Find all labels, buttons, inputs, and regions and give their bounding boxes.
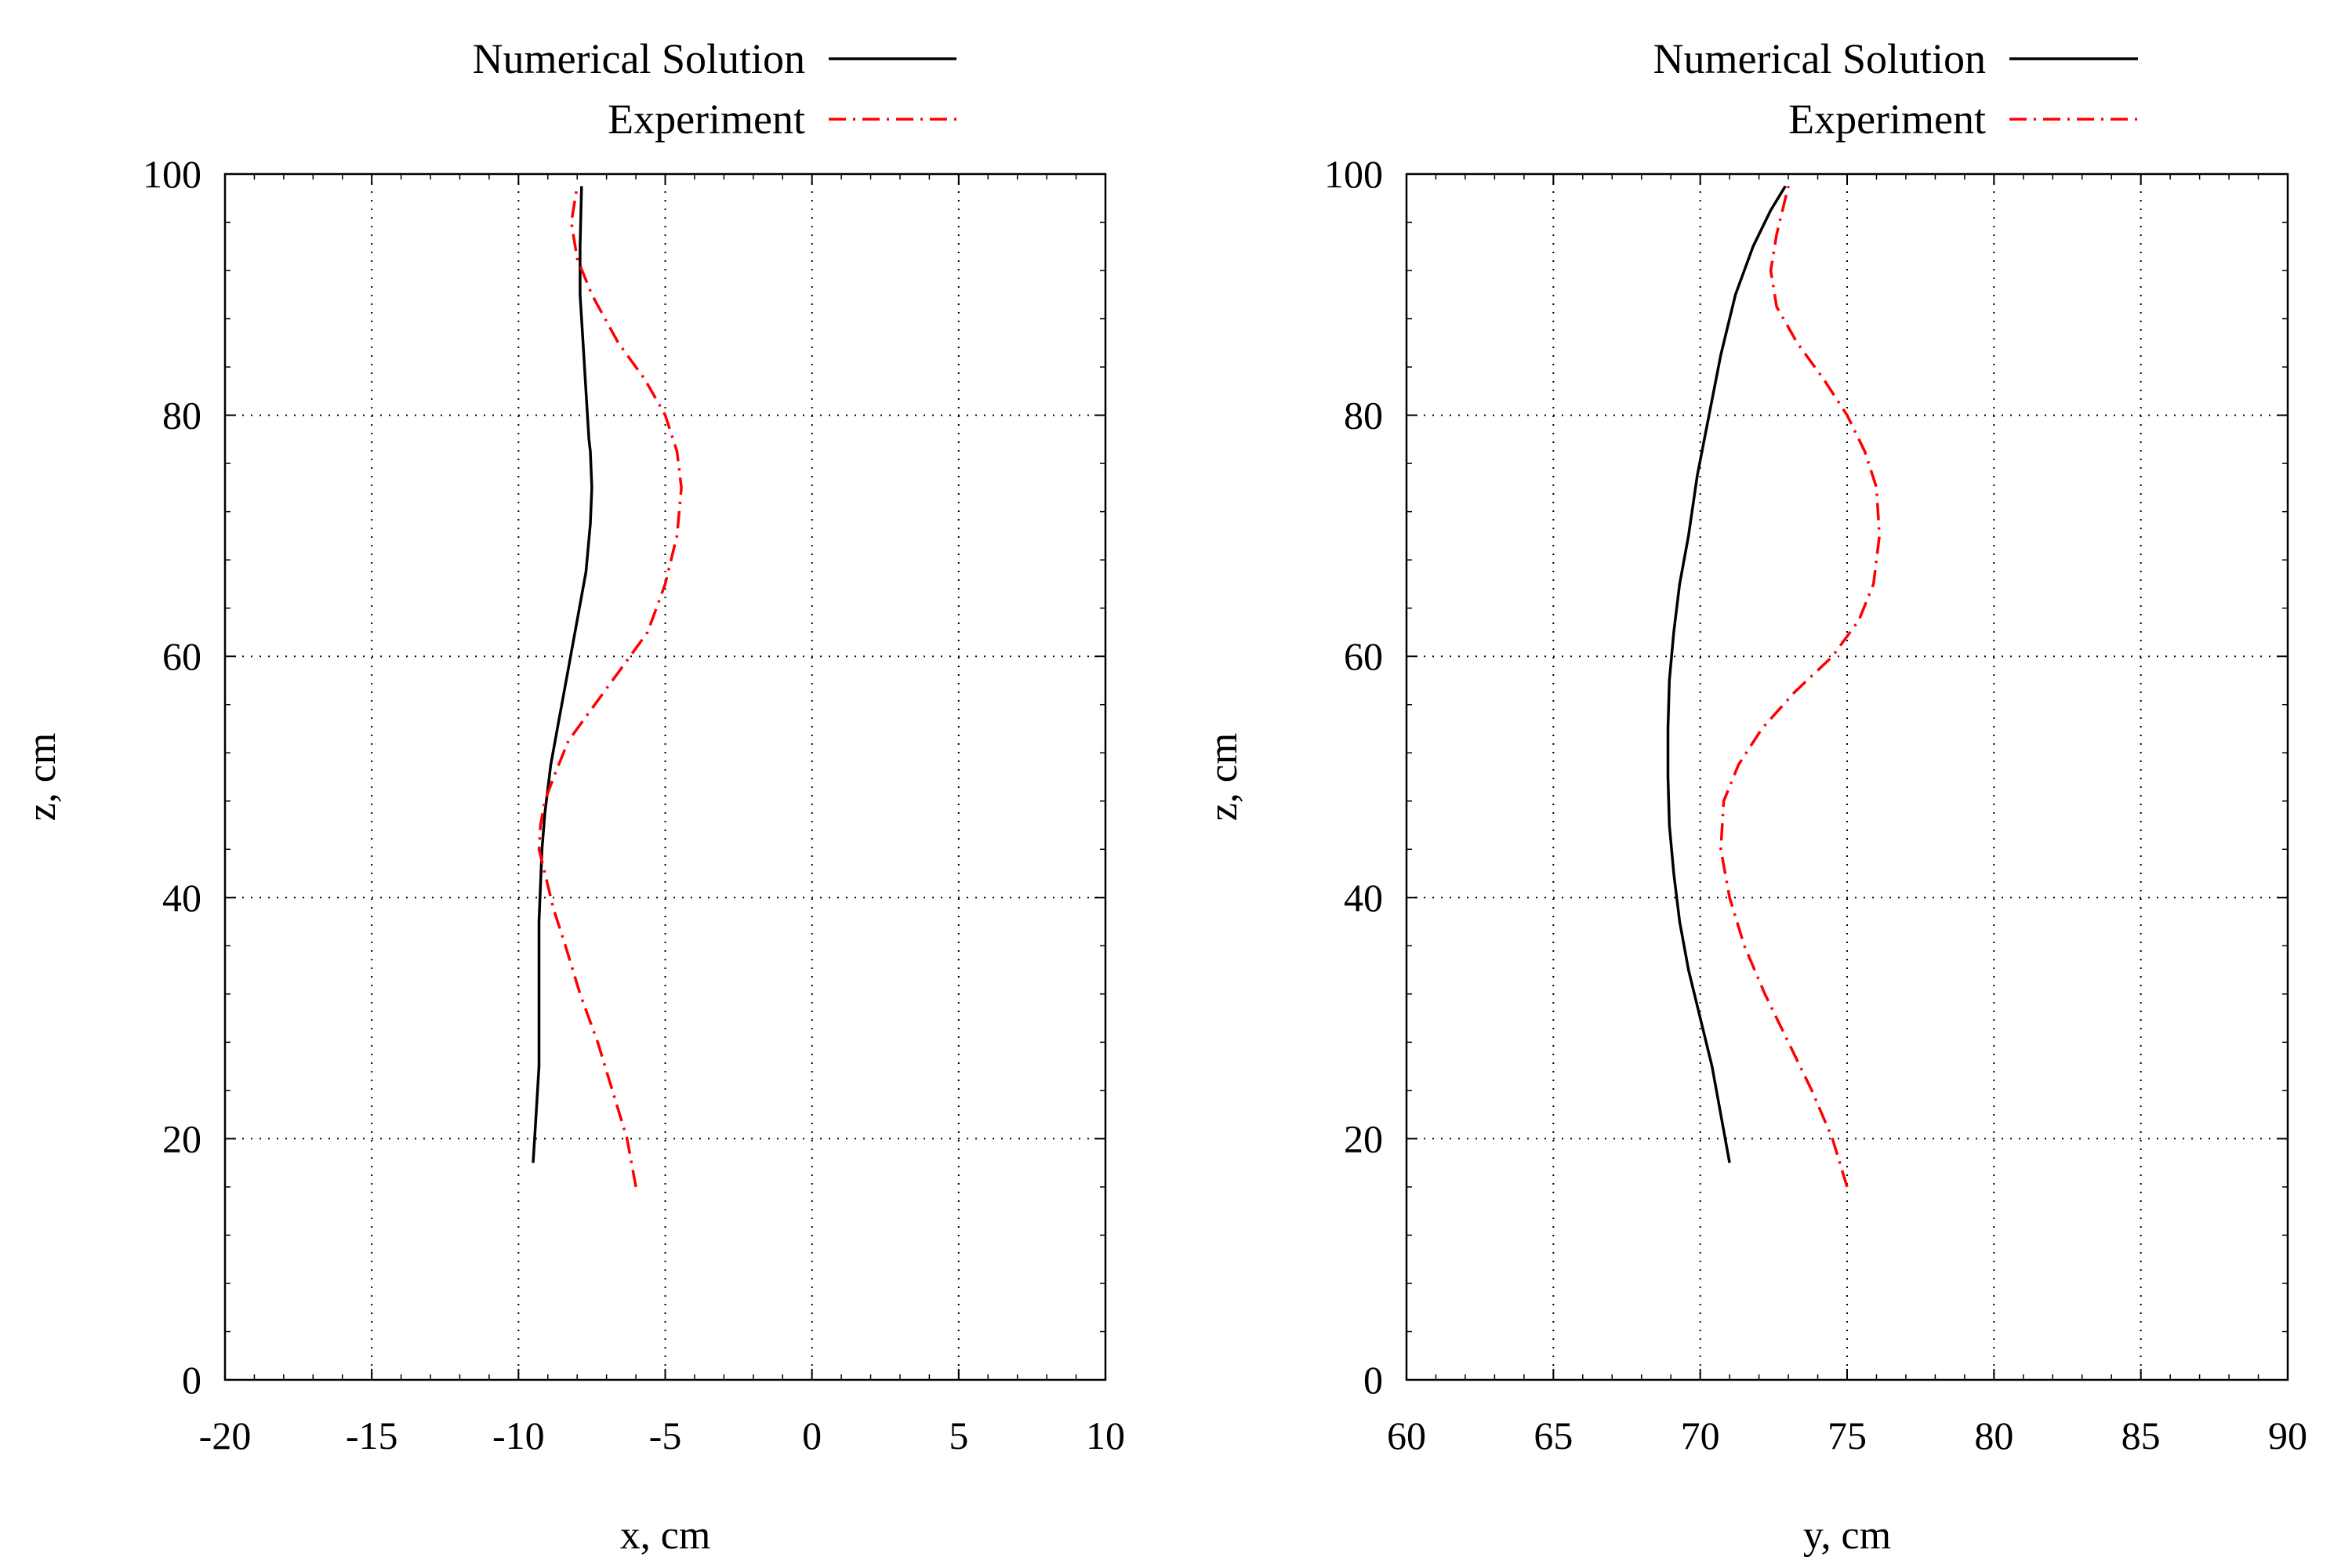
- y-tick-label: 0: [1363, 1358, 1383, 1402]
- x-tick-label: 65: [1534, 1414, 1573, 1457]
- x-tick-label: -20: [199, 1414, 252, 1457]
- legend-label: Experiment: [1788, 96, 1986, 143]
- y-axis-label: z, cm: [20, 733, 64, 822]
- plot-frame: [223, 172, 1107, 1381]
- y-tick-label: 60: [1344, 634, 1383, 678]
- y-tick-label: 80: [1344, 394, 1383, 437]
- x-tick-label: -15: [346, 1414, 398, 1457]
- legend-label: Experiment: [608, 96, 805, 143]
- y-tick-label: 40: [162, 876, 201, 920]
- series-line-numerical-solution: [532, 186, 593, 1163]
- y-tick-label: 80: [162, 394, 201, 437]
- x-axis-label: x, cm: [620, 1513, 711, 1558]
- x-tick-label: -5: [649, 1414, 682, 1457]
- legend-label: Numerical Solution: [1653, 35, 1986, 82]
- x-tick-label: -10: [492, 1414, 545, 1457]
- right-chart-y-vs-z: 60 65 70 75 80 85 90 0 20 40 60 80 100 y, cm z, cm Nume…: [1201, 35, 2307, 1558]
- x-tick-label: 5: [949, 1414, 968, 1457]
- y-tick-label: 40: [1344, 876, 1383, 920]
- plot-frame: [1405, 172, 2289, 1381]
- series-line-experiment: [537, 186, 683, 1188]
- x-tick-label: 80: [1974, 1414, 2013, 1457]
- x-tick-label: 0: [802, 1414, 822, 1457]
- x-tick-label: 10: [1086, 1414, 1125, 1457]
- x-tick-label: 75: [1828, 1414, 1867, 1457]
- y-tick-label: 20: [162, 1116, 201, 1160]
- y-tick-label: 100: [1324, 152, 1383, 196]
- x-axis-label: y, cm: [1803, 1513, 1891, 1558]
- x-tick-label: 70: [1681, 1414, 1720, 1457]
- x-tick-label: 60: [1387, 1414, 1426, 1457]
- y-tick-label: 100: [143, 152, 201, 196]
- y-tick-label: 20: [1344, 1116, 1383, 1160]
- y-axis-label: z, cm: [1201, 733, 1246, 822]
- x-tick-label: 90: [2268, 1414, 2307, 1457]
- series-line-experiment: [1719, 185, 1881, 1188]
- y-tick-label: 60: [162, 634, 201, 678]
- x-tick-label: 85: [2122, 1414, 2161, 1457]
- legend-label: Numerical Solution: [473, 35, 805, 82]
- series-line-numerical-solution: [1666, 185, 1787, 1163]
- y-tick-label: 0: [182, 1358, 201, 1402]
